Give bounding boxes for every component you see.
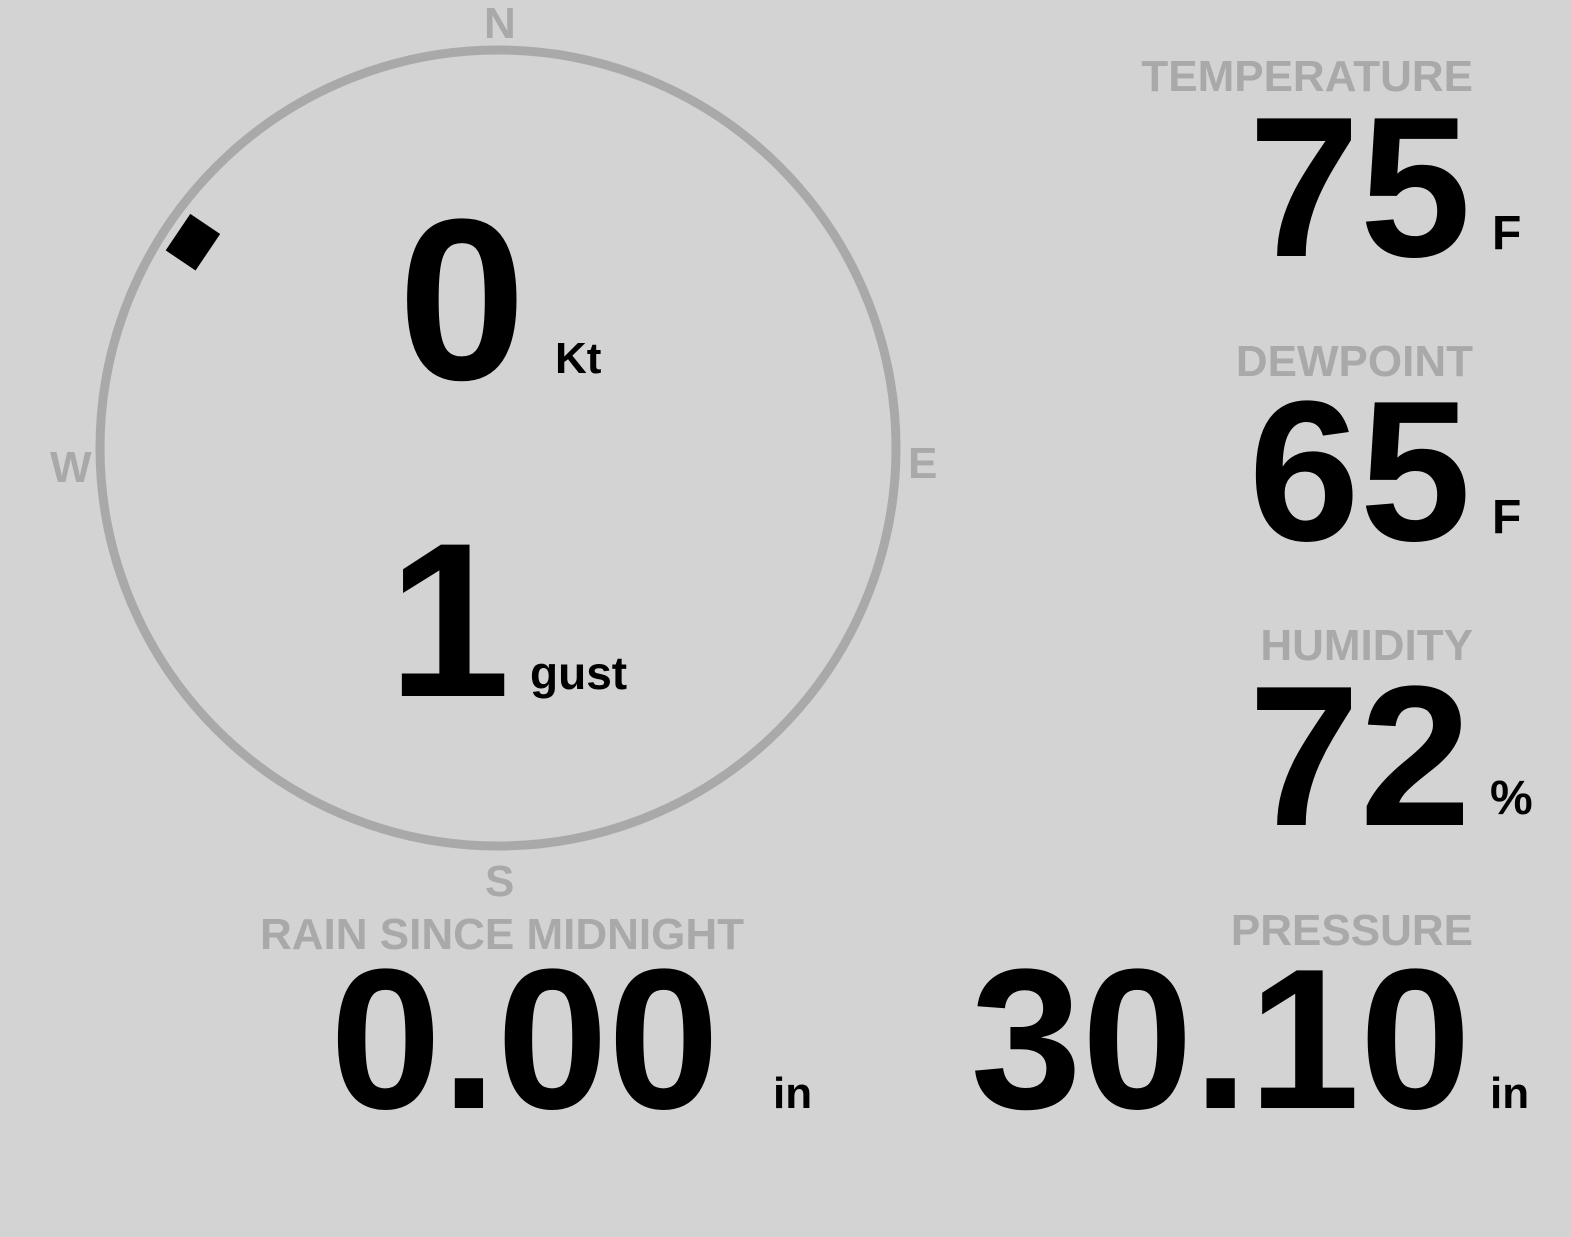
temperature-label: TEMPERATURE [1141, 52, 1473, 101]
humidity-value: 72 [1248, 645, 1471, 868]
temperature-value: 75 [1248, 76, 1471, 299]
humidity-panel: HUMIDITY [1260, 624, 1473, 668]
wind-speed-unit: Kt [555, 334, 602, 383]
compass-south: S [485, 857, 515, 906]
pressure-label: PRESSURE [1230, 906, 1473, 955]
dewpoint-value: 65 [1248, 360, 1471, 583]
wind-direction-marker [165, 213, 221, 271]
pressure-unit: in [1490, 1069, 1530, 1118]
temperature-unit: F [1492, 207, 1522, 260]
rain-unit: in [773, 1069, 813, 1118]
wind-speed-value: 0 [398, 171, 526, 428]
dewpoint-panel: DEWPOINT [1236, 340, 1473, 384]
compass-east: E [908, 439, 938, 488]
wind-gust-unit: gust [530, 647, 628, 699]
rain-value: 0.00 [330, 928, 720, 1151]
dewpoint-label: DEWPOINT [1235, 337, 1473, 386]
wind-gust-value: 1 [388, 497, 511, 743]
humidity-label: HUMIDITY [1260, 621, 1473, 670]
wind-direction-marker-shape [165, 213, 221, 271]
humidity-unit: % [1490, 772, 1533, 825]
pressure-panel: PRESSURE [1231, 909, 1473, 953]
dewpoint-unit: F [1492, 491, 1522, 544]
compass-ring [95, 45, 901, 851]
compass-circle [95, 45, 901, 851]
compass-west: W [50, 443, 92, 492]
pressure-value: 30.10 [970, 928, 1472, 1151]
rain-label: RAIN SINCE MIDNIGHT [260, 910, 744, 959]
temperature-panel: TEMPERATURE [1141, 55, 1473, 99]
compass-north: N [484, 0, 516, 48]
